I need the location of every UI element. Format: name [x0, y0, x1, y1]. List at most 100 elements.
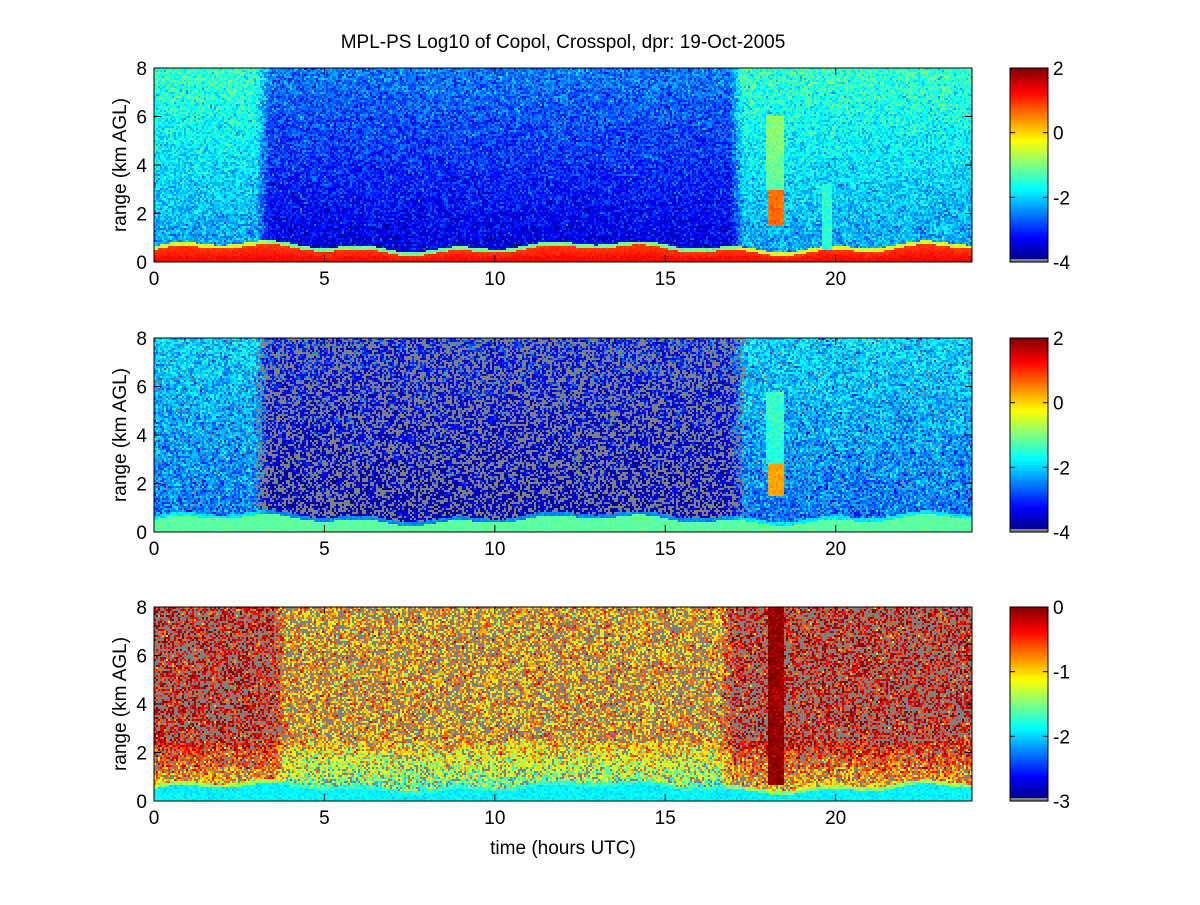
- colorbar-swatch: [1010, 764, 1048, 769]
- colorbar-swatch: [1010, 158, 1048, 163]
- colorbar-swatch: [1010, 86, 1048, 90]
- colorbar-swatch: [1010, 410, 1048, 415]
- colorbar-swatch: [1010, 168, 1048, 172]
- colorbar-swatch: [1010, 192, 1048, 196]
- colorbar-swatch: [1010, 516, 1048, 521]
- colorbar-swatch: [1010, 140, 1048, 145]
- colorbar-swatch: [1010, 794, 1048, 799]
- colorbar-tick-label: 0: [1053, 394, 1064, 415]
- colorbar-swatch: [1010, 758, 1048, 763]
- colorbar-swatch: [1010, 177, 1048, 181]
- colorbar-swatch: [1010, 628, 1048, 632]
- colorbar-swatch: [1010, 186, 1048, 190]
- colorbar-swatch: [1010, 89, 1048, 93]
- colorbar-swatch: [1010, 710, 1048, 714]
- colorbar-swatch: [1010, 441, 1048, 445]
- colorbar-frame: [1009, 606, 1049, 802]
- x-tick-label: 0: [149, 539, 160, 560]
- x-tick-label: 5: [319, 269, 330, 290]
- colorbar-swatch: [1010, 637, 1048, 641]
- x-tick-label: 20: [825, 269, 846, 290]
- colorbar-swatch: [1010, 691, 1048, 696]
- colorbar-swatch: [1010, 755, 1048, 760]
- heatmap-image: [154, 607, 972, 801]
- colorbar-swatch: [1010, 180, 1048, 184]
- x-axis-label: time (hours UTC): [490, 838, 636, 859]
- colorbar-swatch: [1010, 504, 1048, 509]
- y-axis-label: range (km AGL): [110, 637, 131, 771]
- colorbar-swatch: [1010, 161, 1048, 166]
- colorbar-swatch: [1010, 670, 1048, 675]
- colorbar-swatch: [1010, 110, 1048, 115]
- y-tick-label: 8: [136, 59, 147, 80]
- y-tick-label: 0: [136, 253, 147, 274]
- colorbar-tick-label: -3: [1053, 792, 1070, 813]
- colorbar-swatch: [1010, 655, 1048, 660]
- y-tick-label: 4: [136, 426, 147, 447]
- colorbar-swatch: [1010, 404, 1048, 409]
- colorbar-tick-label: -2: [1053, 727, 1070, 748]
- colorbar-swatch: [1010, 507, 1048, 512]
- colorbar-frame: [1009, 67, 1049, 263]
- y-tick-label: 0: [136, 792, 147, 813]
- x-tick-label: 15: [655, 539, 676, 560]
- colorbar-swatch: [1010, 486, 1048, 491]
- colorbar-swatch: [1010, 682, 1048, 687]
- colorbar-swatch: [1010, 207, 1048, 212]
- colorbar-swatch: [1010, 189, 1048, 193]
- colorbar-swatch: [1010, 95, 1048, 99]
- colorbar-swatch: [1010, 707, 1048, 711]
- colorbar: 2 0 -2 -4: [1009, 59, 1070, 274]
- colorbar-swatch: [1010, 462, 1048, 466]
- colorbar-swatch: [1010, 716, 1048, 720]
- colorbar-swatch: [1010, 143, 1048, 148]
- y-tick-label: 8: [136, 329, 147, 350]
- colorbar-swatch: [1010, 797, 1048, 802]
- colorbar-swatch: [1010, 134, 1048, 139]
- colorbar-swatch: [1010, 350, 1048, 354]
- colorbar-swatch: [1010, 374, 1048, 379]
- colorbar-swatch: [1010, 183, 1048, 187]
- colorbar-swatch: [1010, 231, 1048, 236]
- colorbar-swatch: [1010, 125, 1048, 130]
- colorbar-swatch: [1010, 477, 1048, 482]
- colorbar-swatch: [1010, 216, 1048, 221]
- colorbar-swatch: [1010, 204, 1048, 209]
- x-tick-label: 0: [149, 269, 160, 290]
- colorbar: 0 -1 -2 -3: [1009, 598, 1070, 813]
- colorbar-swatch: [1010, 377, 1048, 382]
- colorbar-swatch: [1010, 422, 1048, 427]
- colorbar-swatch: [1010, 438, 1048, 442]
- colorbar-frame: [1009, 337, 1049, 533]
- colorbar-swatch: [1010, 513, 1048, 518]
- x-tick-label: 15: [655, 269, 676, 290]
- colorbar-swatch: [1010, 344, 1048, 348]
- x-tick-label: 0: [149, 808, 160, 829]
- colorbar-swatch: [1010, 210, 1048, 215]
- colorbar-swatch: [1010, 610, 1048, 614]
- colorbar-swatch: [1010, 498, 1048, 503]
- colorbar-swatch: [1010, 465, 1048, 469]
- y-tick-label: 6: [136, 108, 147, 129]
- colorbar-swatch: [1010, 725, 1048, 729]
- colorbar-swatch: [1010, 480, 1048, 485]
- colorbar-swatch: [1010, 643, 1048, 648]
- colorbar-swatch: [1010, 435, 1048, 439]
- colorbar-swatch: [1010, 359, 1048, 363]
- colorbar-swatch: [1010, 495, 1048, 500]
- colorbar-swatch: [1010, 416, 1048, 421]
- colorbar-swatch: [1010, 528, 1048, 533]
- colorbar-swatch: [1010, 450, 1048, 454]
- colorbar-tick-label: 0: [1053, 598, 1064, 619]
- colorbar-swatch: [1010, 640, 1048, 644]
- colorbar-swatch: [1010, 380, 1048, 385]
- colorbar-swatch: [1010, 761, 1048, 766]
- colorbar-swatch: [1010, 392, 1048, 397]
- colorbar-swatch: [1010, 243, 1048, 248]
- colorbar-swatch: [1010, 688, 1048, 693]
- colorbar-swatch: [1010, 246, 1048, 251]
- colorbar-swatch: [1010, 137, 1048, 142]
